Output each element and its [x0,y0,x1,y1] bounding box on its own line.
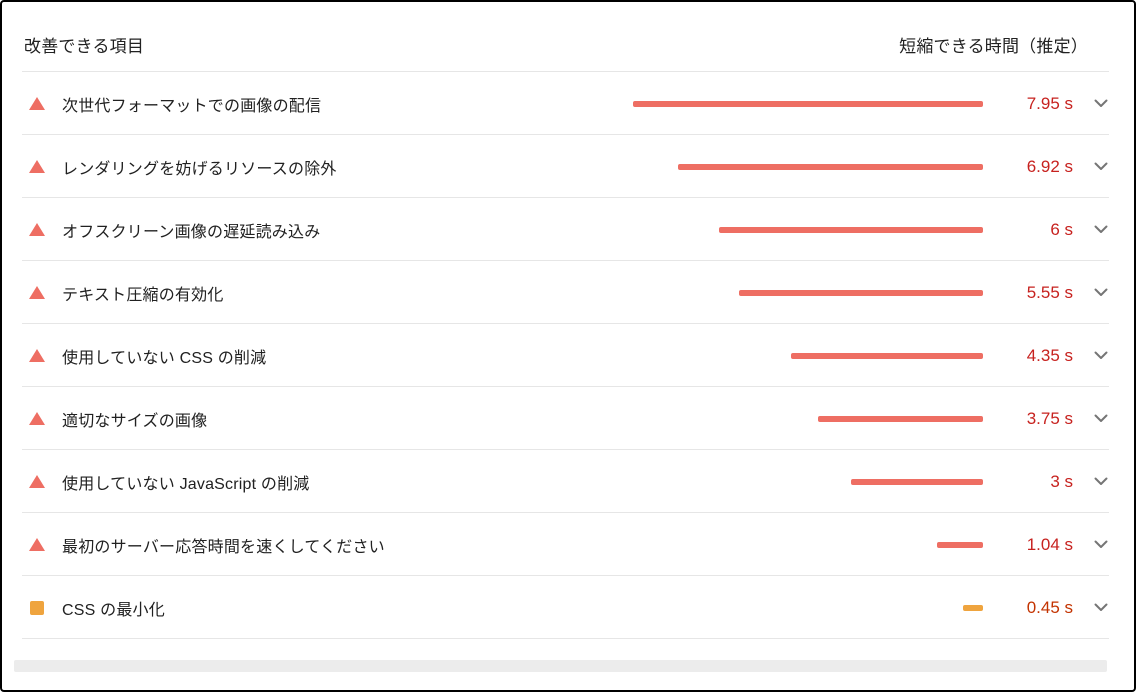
row-divider [22,197,1109,198]
opportunity-label: 使用していない JavaScript の削減 [62,475,310,493]
row-divider [22,134,1109,135]
chevron-down-icon[interactable] [1090,93,1112,115]
triangle-warning-icon [29,223,45,236]
collapsed-section-strip [14,660,1107,672]
opportunity-label: 最初のサーバー応答時間を速くしてください [62,538,385,556]
row-divider [22,386,1109,387]
opportunity-row[interactable]: 使用していない CSS の削減 4.35 s [2,324,1134,387]
savings-bar [739,289,983,296]
chevron-down-icon[interactable] [1090,597,1112,619]
savings-value: 3.75 s [1026,408,1073,428]
triangle-warning-icon [29,349,45,362]
chevron-down-icon[interactable] [1090,471,1112,493]
opportunity-row[interactable]: テキスト圧縮の有効化 5.55 s [2,261,1134,324]
opportunity-row[interactable]: 最初のサーバー応答時間を速くしてください 1.04 s [2,513,1134,576]
row-divider [22,449,1109,450]
row-divider [22,260,1109,261]
savings-bar [963,604,983,611]
triangle-warning-icon [29,475,45,488]
chevron-down-icon[interactable] [1090,156,1112,178]
savings-bar [678,163,983,170]
opportunity-row[interactable]: CSS の最小化 0.45 s [2,576,1134,639]
opportunity-row[interactable]: 使用していない JavaScript の削減 3 s [2,450,1134,513]
opportunity-row[interactable]: 次世代フォーマットでの画像の配信 7.95 s [2,72,1134,135]
savings-value: 0.45 s [1026,597,1073,617]
opportunity-label: 適切なサイズの画像 [62,412,208,430]
row-divider [22,575,1109,576]
savings-value: 6 s [1050,219,1073,239]
opportunity-label: 使用していない CSS の削減 [62,349,267,367]
row-divider [22,323,1109,324]
opportunity-row[interactable]: オフスクリーン画像の遅延読み込み 6 s [2,198,1134,261]
savings-value: 3 s [1050,471,1073,491]
item-column-header: 改善できる項目 [24,36,145,56]
savings-value: 6.92 s [1026,156,1073,176]
opportunity-row[interactable]: レンダリングを妨げるリソースの除外 6.92 s [2,135,1134,198]
savings-bar [818,415,983,422]
savings-value: 5.55 s [1026,282,1073,302]
chevron-down-icon[interactable] [1090,282,1112,304]
square-warning-icon [30,600,44,615]
opportunities-header: 改善できる項目 短縮できる時間（推定） [2,2,1134,72]
opportunity-label: 次世代フォーマットでの画像の配信 [62,97,322,115]
chevron-down-icon[interactable] [1090,345,1112,367]
triangle-warning-icon [29,286,45,299]
triangle-warning-icon [29,538,45,551]
savings-bar [937,541,983,548]
header-divider [22,71,1109,72]
savings-value: 4.35 s [1026,345,1073,365]
savings-bar [719,226,983,233]
savings-value: 7.95 s [1026,93,1073,113]
savings-bar [791,352,983,359]
chevron-down-icon[interactable] [1090,408,1112,430]
triangle-warning-icon [29,97,45,110]
savings-bar [851,478,983,485]
row-divider [22,512,1109,513]
chevron-down-icon[interactable] [1090,534,1112,556]
opportunity-label: オフスクリーン画像の遅延読み込み [62,223,321,241]
opportunities-list: 次世代フォーマットでの画像の配信 7.95 s レンダリングを妨げるリソースの除… [2,72,1134,639]
triangle-warning-icon [29,160,45,173]
savings-bar [633,100,983,107]
opportunity-label: テキスト圧縮の有効化 [62,286,224,304]
opportunity-label: レンダリングを妨げるリソースの除外 [62,160,337,178]
triangle-warning-icon [29,412,45,425]
time-column-header: 短縮できる時間（推定） [899,36,1088,56]
row-divider [22,638,1109,639]
opportunity-label: CSS の最小化 [62,601,165,619]
opportunity-row[interactable]: 適切なサイズの画像 3.75 s [2,387,1134,450]
savings-value: 1.04 s [1026,534,1073,554]
chevron-down-icon[interactable] [1090,219,1112,241]
